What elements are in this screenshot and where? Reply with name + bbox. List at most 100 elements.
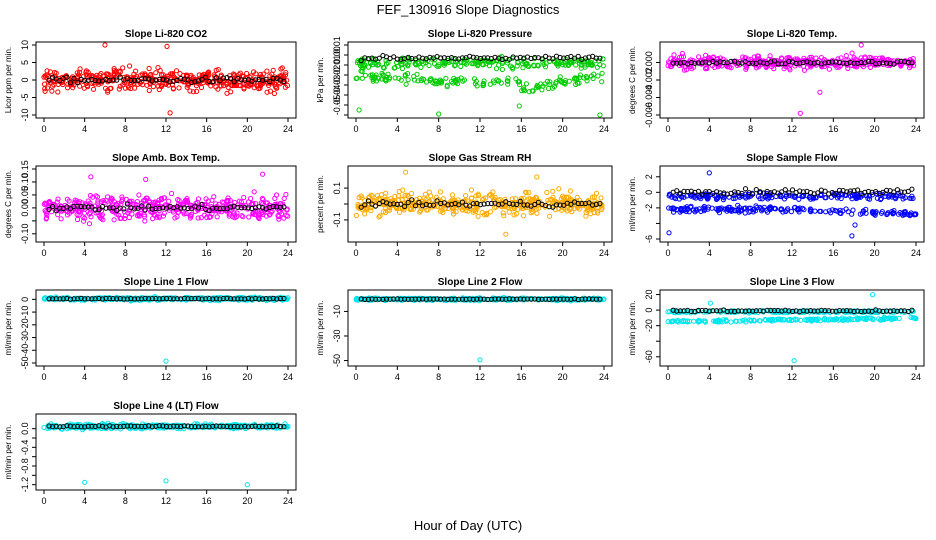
data-point — [178, 76, 184, 82]
panel-title: Slope Line 4 (LT) Flow — [113, 401, 219, 412]
data-point — [826, 59, 832, 66]
data-point — [160, 296, 166, 302]
y-tick-label: -20 — [20, 318, 30, 331]
data-point — [365, 296, 371, 302]
data-point — [597, 201, 603, 207]
data-point — [500, 210, 506, 216]
data-point — [85, 198, 91, 204]
y-axis-label: kPa per min. — [316, 58, 325, 103]
data-point — [426, 189, 432, 195]
data-point — [212, 73, 218, 79]
data-point — [575, 200, 581, 207]
data-point — [220, 423, 226, 429]
data-point — [405, 77, 411, 83]
data-point — [167, 110, 173, 116]
data-point — [731, 207, 738, 213]
y-tick-label: 0.1 — [332, 182, 342, 195]
data-point — [210, 296, 216, 302]
data-point — [284, 207, 290, 213]
data-point — [119, 194, 125, 200]
data-point — [561, 296, 567, 302]
data-point — [865, 58, 872, 64]
data-point — [260, 77, 266, 83]
data-point — [252, 77, 259, 83]
data-point — [96, 81, 102, 87]
data-point — [355, 201, 361, 208]
data-point — [459, 296, 465, 302]
data-point — [696, 317, 702, 323]
x-tick-label: 0 — [353, 124, 358, 134]
data-point — [192, 79, 198, 85]
data-point — [365, 56, 371, 62]
data-point — [217, 296, 223, 302]
data-point — [117, 426, 124, 432]
data-point — [478, 58, 484, 64]
data-point — [905, 188, 911, 194]
data-point — [67, 80, 74, 86]
x-tick-label: 8 — [748, 372, 753, 382]
data-point — [217, 423, 223, 429]
data-point — [475, 63, 481, 69]
x-tick-label: 24 — [283, 496, 293, 506]
x-tick-label: 12 — [475, 248, 485, 258]
data-point — [64, 74, 70, 80]
data-point — [58, 216, 64, 222]
data-point — [121, 206, 127, 212]
data-point — [750, 60, 756, 66]
x-tick-label: 12 — [161, 124, 171, 134]
data-point — [358, 58, 364, 64]
data-point — [108, 197, 114, 203]
data-point — [448, 198, 454, 204]
data-point — [488, 191, 494, 198]
data-point — [667, 192, 673, 198]
data-point — [553, 296, 560, 302]
data-point — [674, 318, 680, 324]
data-point — [163, 295, 170, 302]
data-point — [477, 296, 484, 302]
data-point — [260, 80, 266, 87]
data-point — [481, 296, 487, 302]
data-point — [567, 188, 574, 194]
data-point — [763, 317, 769, 323]
data-point — [742, 317, 748, 323]
data-point — [131, 77, 138, 84]
data-point — [778, 207, 784, 213]
x-tick-label: 16 — [202, 124, 212, 134]
x-tick-label: 8 — [123, 248, 128, 258]
x-tick-label: 0 — [41, 124, 46, 134]
data-point — [127, 295, 133, 301]
data-point — [455, 197, 461, 203]
data-point — [392, 193, 398, 200]
data-point — [402, 203, 408, 209]
data-point — [385, 71, 391, 77]
data-point — [521, 87, 527, 93]
data-point — [146, 87, 152, 94]
x-tick-label: 0 — [41, 496, 46, 506]
data-point — [748, 317, 754, 324]
y-tick-label: -0.1 — [332, 212, 342, 228]
data-point — [365, 198, 371, 204]
data-point — [274, 85, 280, 91]
data-point — [493, 66, 500, 72]
data-point — [789, 317, 795, 323]
data-point — [271, 296, 278, 302]
data-point — [156, 76, 162, 83]
data-point — [699, 191, 705, 197]
data-point — [77, 66, 83, 72]
data-point — [430, 202, 437, 208]
data-point — [786, 58, 792, 65]
data-point — [215, 67, 221, 73]
data-point — [60, 81, 66, 88]
data-point — [696, 206, 702, 212]
data-point — [153, 206, 159, 212]
data-point — [534, 82, 540, 89]
data-point — [699, 307, 705, 314]
data-point — [453, 209, 459, 215]
data-point — [213, 75, 219, 81]
data-point — [181, 211, 187, 217]
data-point — [127, 63, 133, 69]
data-point — [110, 424, 116, 430]
plot-frame — [659, 41, 925, 119]
data-point — [849, 233, 855, 239]
data-point — [199, 296, 205, 302]
